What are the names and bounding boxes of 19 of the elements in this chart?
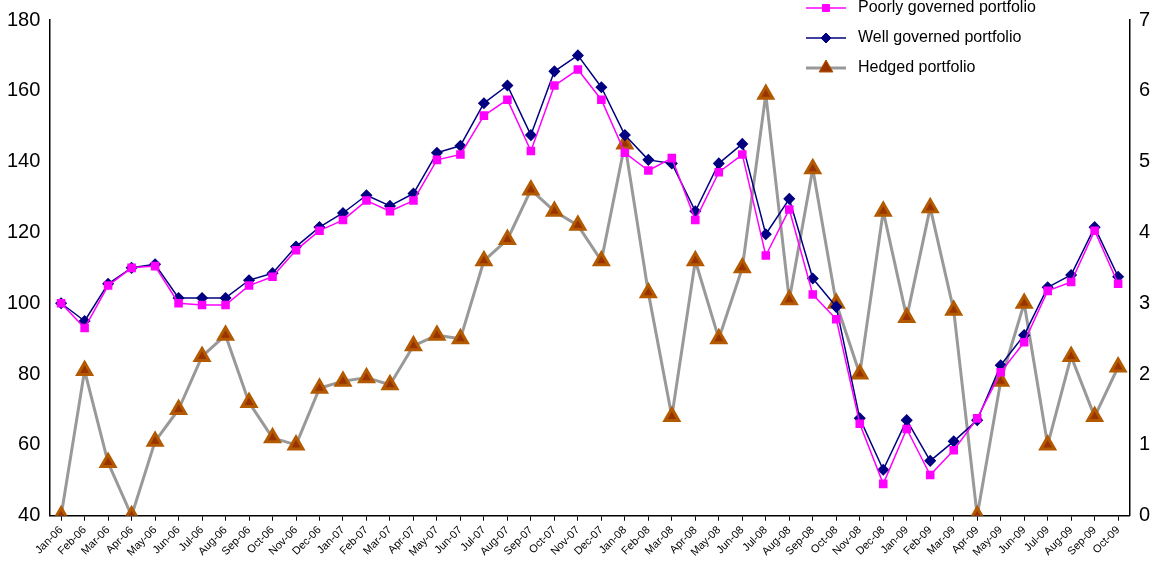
legend-label: Hedged portfolio [857,58,976,76]
legend-label: Well governed portfolio [857,28,1022,46]
y-tick-label: 160 [6,78,41,101]
y2-tick-label: 0 [1138,503,1150,526]
y2-tick-label: 4 [1138,219,1150,242]
y2-tick-label: 3 [1138,290,1150,313]
legend-label: Poorly governed portfolio [857,0,1036,16]
y2-tick-label: 2 [1138,361,1150,384]
y-tick-label: 80 [18,361,41,384]
y2-tick-label: 7 [1138,7,1150,30]
y2-tick-label: 1 [1138,432,1150,455]
y2-tick-label: 5 [1138,149,1150,172]
y-tick-label: 120 [6,219,41,242]
y-tick-label: 60 [18,432,41,455]
y-tick-label: 100 [6,290,41,313]
y-tick-label: 140 [6,149,41,172]
y2-tick-label: 6 [1138,78,1150,101]
y-tick-label: 40 [18,503,41,526]
y-tick-label: 180 [6,7,41,30]
